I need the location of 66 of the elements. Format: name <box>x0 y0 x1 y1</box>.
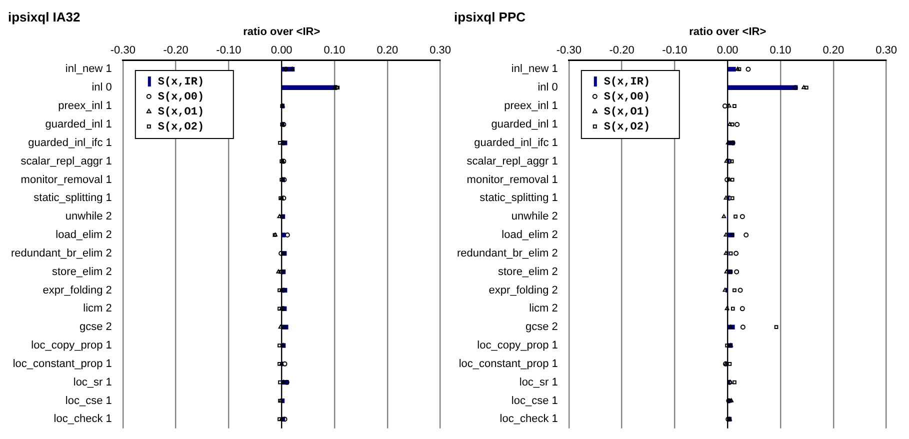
y-tick-label: scalar_repl_aggr 1 <box>20 155 112 168</box>
x-axis-title: ratio over <IR> <box>243 26 320 38</box>
x-tick-label: 0.20 <box>822 44 844 56</box>
y-tick-label: licm 2 <box>529 302 558 315</box>
x-tick-label: 0.00 <box>716 44 738 56</box>
y-tick-label: loc_sr 1 <box>519 376 558 388</box>
chart-title: ipsixql PPC <box>454 9 526 24</box>
x-tick-label: -0.10 <box>662 44 688 56</box>
y-tick-label: preex_inl 1 <box>504 100 558 112</box>
y-tick-label: loc_constant_prop 1 <box>12 358 112 370</box>
legend-label: S(x,O1) <box>158 106 204 118</box>
x-tick-label: 0.30 <box>876 44 898 56</box>
y-tick-label: loc_sr 1 <box>73 376 112 388</box>
x-tick-label: -0.20 <box>163 44 188 56</box>
y-tick-label: monitor_removal 1 <box>20 174 112 186</box>
x-tick-label: -0.20 <box>609 44 634 56</box>
y-tick-label: loc_constant_prop 1 <box>458 358 558 370</box>
y-tick-label: load_elim 2 <box>502 229 558 242</box>
legend-label: S(x,O2) <box>158 121 204 134</box>
y-tick-label: guarded_inl 1 <box>491 118 558 130</box>
x-tick-label: -0.10 <box>216 44 242 56</box>
chart-title: ipsixql IA32 <box>8 9 80 24</box>
y-tick-label: unwhile 2 <box>511 210 558 223</box>
y-tick-label: store_elim 2 <box>498 266 558 278</box>
y-tick-label: unwhile 2 <box>65 210 112 223</box>
legend-label: S(x,IR) <box>604 76 650 88</box>
y-tick-label: static_splitting 1 <box>34 192 112 204</box>
y-tick-label: load_elim 2 <box>56 229 112 242</box>
y-tick-label: loc_cse 1 <box>511 394 558 407</box>
y-tick-label: guarded_inl 1 <box>45 118 112 130</box>
y-tick-label: loc_check 1 <box>500 413 558 426</box>
legend-label: S(x,O2) <box>604 121 650 134</box>
x-tick-label: 0.00 <box>270 44 292 56</box>
legend-label: S(x,O0) <box>604 91 650 104</box>
y-tick-label: inl 0 <box>92 82 112 94</box>
y-tick-label: loc_copy_prop 1 <box>31 340 112 352</box>
y-tick-label: gcse 2 <box>79 321 112 334</box>
y-tick-label: gcse 2 <box>525 321 558 334</box>
legend-label: S(x,O0) <box>158 91 204 104</box>
y-tick-label: expr_folding 2 <box>488 284 558 296</box>
legend-label: S(x,O1) <box>604 106 650 118</box>
y-tick-label: redundant_br_elim 2 <box>10 247 112 260</box>
y-tick-label: scalar_repl_aggr 1 <box>466 155 558 168</box>
y-tick-label: store_elim 2 <box>52 266 112 278</box>
legend-label: S(x,IR) <box>158 76 204 88</box>
y-tick-label: loc_copy_prop 1 <box>477 340 558 352</box>
x-tick-label: 0.20 <box>376 44 398 56</box>
y-tick-label: expr_folding 2 <box>42 284 112 296</box>
y-tick-label: loc_cse 1 <box>65 394 112 407</box>
y-tick-label: licm 2 <box>83 302 112 315</box>
x-axis-title: ratio over <IR> <box>689 26 766 38</box>
x-tick-label: -0.30 <box>556 44 582 56</box>
y-tick-label: static_splitting 1 <box>480 192 558 204</box>
y-tick-label: inl_new 1 <box>511 63 558 76</box>
y-tick-label: monitor_removal 1 <box>466 174 558 186</box>
y-tick-label: guarded_inl_ifc 1 <box>28 136 112 149</box>
y-tick-label: guarded_inl_ifc 1 <box>474 136 558 149</box>
y-tick-label: redundant_br_elim 2 <box>456 247 558 260</box>
y-tick-label: inl_new 1 <box>65 63 112 76</box>
y-tick-label: preex_inl 1 <box>58 100 112 112</box>
x-tick-label: 0.30 <box>430 44 452 56</box>
y-tick-label: loc_check 1 <box>54 413 112 426</box>
x-tick-label: 0.10 <box>770 44 792 56</box>
y-tick-label: inl 0 <box>538 82 558 94</box>
x-tick-label: 0.10 <box>324 44 346 56</box>
x-tick-label: -0.30 <box>110 44 136 56</box>
